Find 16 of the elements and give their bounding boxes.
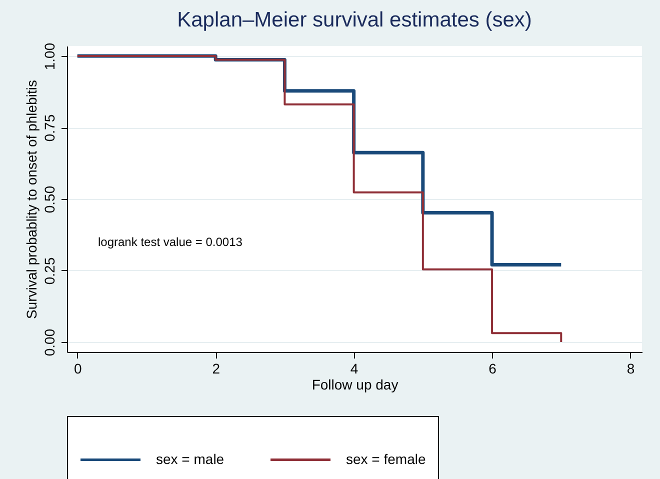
y-tick-label: 0.00	[42, 328, 58, 356]
x-tick-label: 2	[212, 360, 220, 376]
legend-label: sex = female	[346, 450, 426, 467]
y-tick-label: 0.75	[42, 114, 58, 142]
y-tick-label: 0.25	[42, 257, 58, 285]
chart-title: Kaplan–Meier survival estimates (sex)	[177, 8, 532, 32]
annotation: logrank test value = 0.0013	[98, 235, 243, 249]
y-tick-label: 1.00	[42, 42, 58, 70]
x-tick-label: 8	[626, 360, 635, 376]
y-axis-title: Survival probablity to onset of phlebitis	[24, 80, 40, 319]
y-tick-label: 0.50	[42, 186, 58, 214]
x-tick-label: 0	[74, 360, 82, 376]
x-axis-title: Follow up day	[312, 376, 398, 392]
x-tick-label: 4	[350, 360, 358, 376]
x-tick-label: 6	[488, 360, 497, 376]
legend-label: sex = male	[156, 450, 224, 467]
